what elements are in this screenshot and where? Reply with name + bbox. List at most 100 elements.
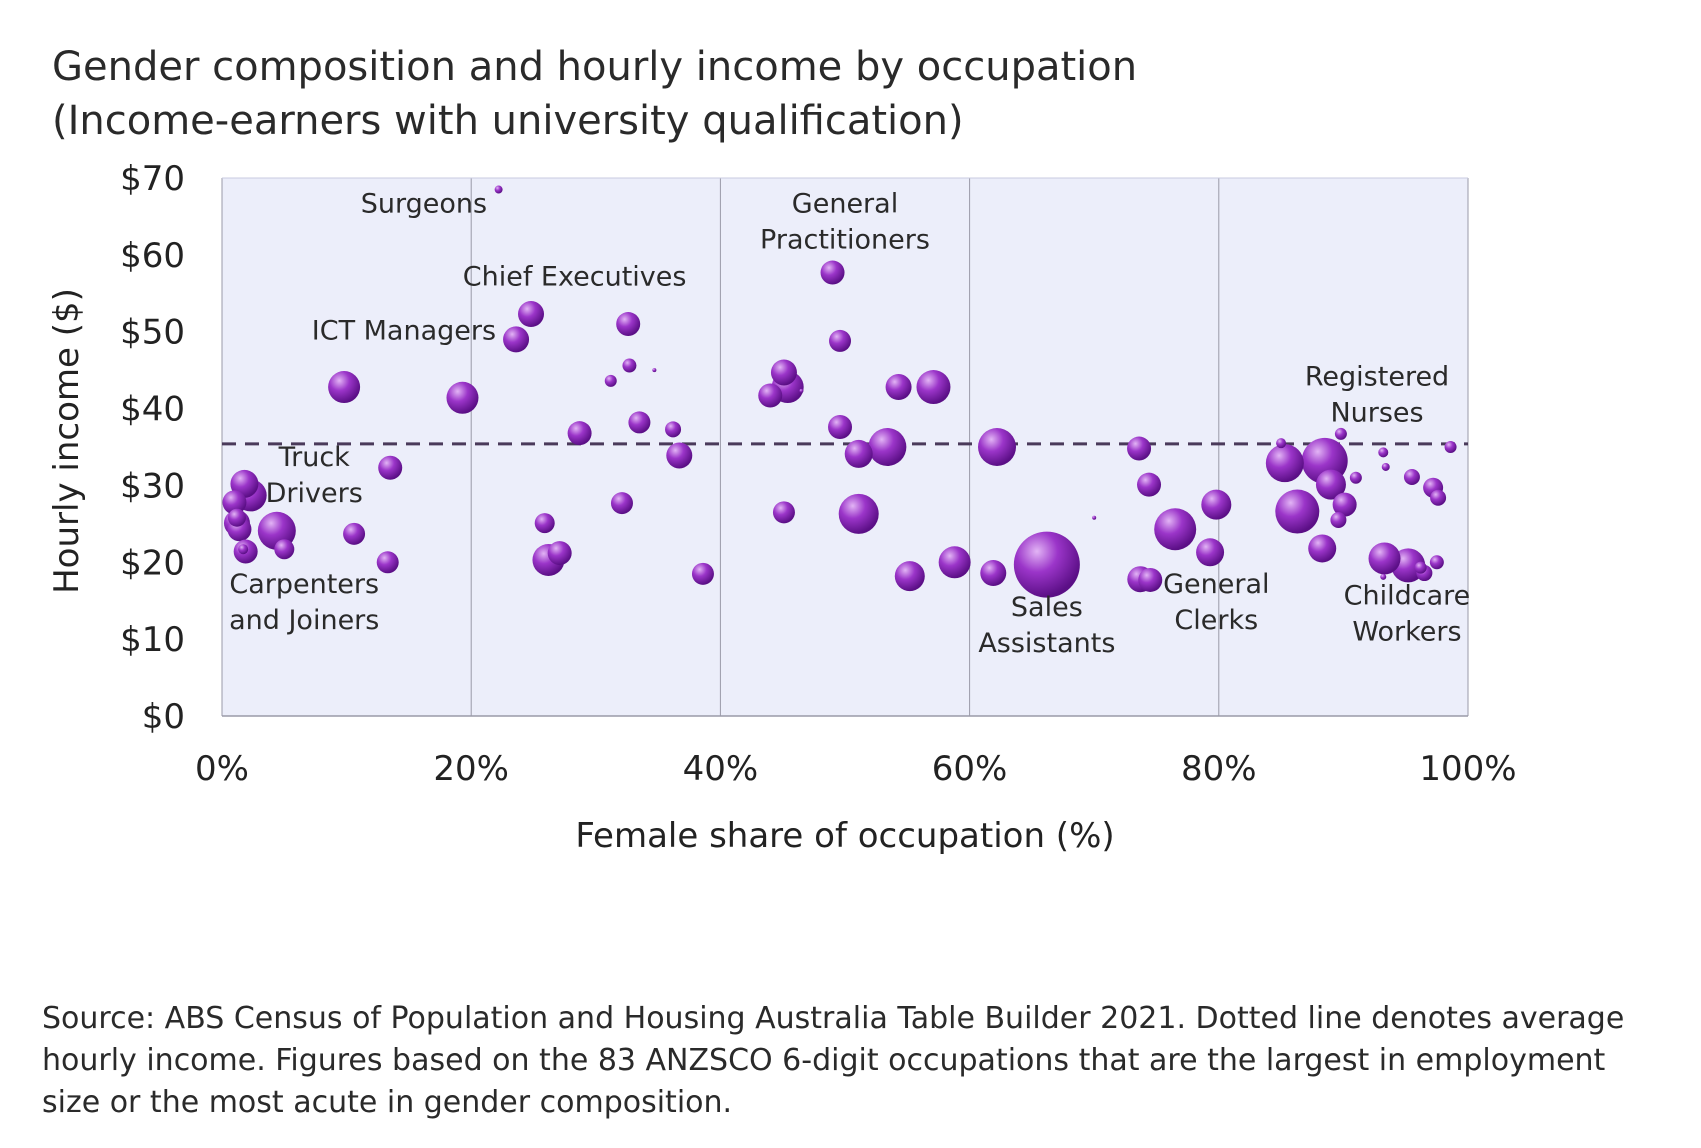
gridlines [221,177,1469,717]
bubble-point [494,185,503,194]
bubble-point [1378,447,1389,458]
bubble-point [829,329,852,352]
bubble-point [604,374,617,387]
bubble-point [978,428,1017,466]
bubble-point [820,260,845,285]
x-axis-title: Female share of occupation (%) [575,816,1114,856]
bubble-point [1127,436,1152,461]
bubble-point [1380,573,1387,580]
annotation-label: Childcare Workers [1344,581,1471,648]
bubble-point [616,312,641,337]
y-tick-label: $20 [120,543,185,583]
bubble-point [1403,468,1420,485]
bubble-point [567,421,592,446]
bubble-point [222,490,247,515]
x-axis-ticks: 0% 20% 40% 60% 80% 100% [195,749,1517,789]
chart-title-line-1: Gender composition and hourly income by … [52,44,1138,90]
bubble-point [1332,492,1357,517]
annotation-label: General Practitioners [760,189,930,256]
y-axis-title: Hourly income ($) [47,288,87,594]
bubble-chart: Surgeons General Practitioners Chief Execut… [47,159,1517,856]
bubble-point [534,513,555,534]
x-tick-label: 40% [683,749,759,789]
chart-title: Gender composition and hourly income by … [52,40,1137,148]
bubble-point [610,492,633,515]
x-tick-label: 80% [1181,749,1257,789]
bubble-point [868,428,907,466]
bubble-point [1265,444,1304,483]
bubble-point [772,501,795,524]
y-tick-label: $30 [120,466,185,506]
bubble-point [446,381,479,414]
bubble-point [227,508,246,527]
bubble-point [691,562,714,585]
y-tick-label: $10 [120,620,185,660]
x-tick-label: 60% [932,749,1008,789]
bubble-point [1414,561,1427,574]
bubble-point [665,421,682,438]
annotation-label: Surgeons [361,189,487,220]
annotations: Surgeons General Practitioners Chief Execut… [229,189,1471,659]
source-note: Source: ABS Census of Population and Hou… [42,1001,1625,1120]
annotation-label: Sales Assistants [978,592,1115,659]
bubble-point [378,455,403,480]
bubble-point [376,551,399,574]
annotation-label: General Clerks [1163,569,1269,636]
bubble-point [799,388,804,393]
bubble-point [1092,515,1097,520]
bubble-point [938,546,971,579]
bubble-point [1138,567,1163,592]
bubble-point [1429,555,1444,570]
bubble-point [758,383,783,408]
plot-area [222,178,1468,716]
bubble-point [343,522,366,545]
bubble-point [1330,512,1347,529]
bubble-point [652,368,657,373]
bubble-point [1137,472,1162,497]
bubble-point [238,544,249,555]
bubble-point [1308,534,1337,563]
bubble-point [885,374,912,401]
bubble-point [916,370,951,405]
bubble-point [828,415,853,440]
bubble-point [1444,441,1457,453]
bubble-point [1368,542,1401,575]
chart-title-line-2: (Income-earners with university qualific… [52,98,964,144]
annotation-label: Chief Executives [463,262,687,293]
bubbles [222,185,1457,598]
bubble-point [274,539,295,560]
bubble-point [838,493,879,534]
bubble-point [980,560,1007,587]
bubble-point [1381,462,1390,471]
y-tick-label: $70 [120,159,185,199]
bubble-point [622,358,637,373]
bubble-point [844,439,873,468]
y-tick-label: $40 [120,390,185,430]
y-tick-label: $60 [120,236,185,276]
bubble-point [1201,489,1232,520]
bubble-point [503,326,530,353]
bubble-point [518,301,545,328]
annotation-label: Registered Nurses [1305,362,1449,429]
y-tick-label: $0 [142,697,185,737]
bubble-point [770,359,797,386]
bubble-point [547,541,572,566]
bubble-point [1196,538,1225,567]
annotation-label: Truck Drivers [266,442,363,509]
bubble-point [1430,489,1447,506]
bubble-point [1276,438,1287,449]
y-axis-ticks: $0 $10 $20 $30 $40 $50 $60 $70 [120,159,185,737]
bubble-point [666,442,693,469]
bubble-point [628,411,651,434]
bubble-point [1315,469,1346,500]
annotation-label: ICT Managers [312,315,496,346]
y-tick-label: $50 [120,313,185,353]
annotation-label: Carpenters and Joiners [229,569,379,636]
bubble-point [1334,427,1347,440]
bubble-point [894,561,925,592]
x-tick-label: 20% [433,749,509,789]
bubble-point [1349,471,1362,484]
x-tick-label: 0% [195,749,249,789]
bubble-point [328,371,361,404]
x-tick-label: 100% [1419,749,1516,789]
